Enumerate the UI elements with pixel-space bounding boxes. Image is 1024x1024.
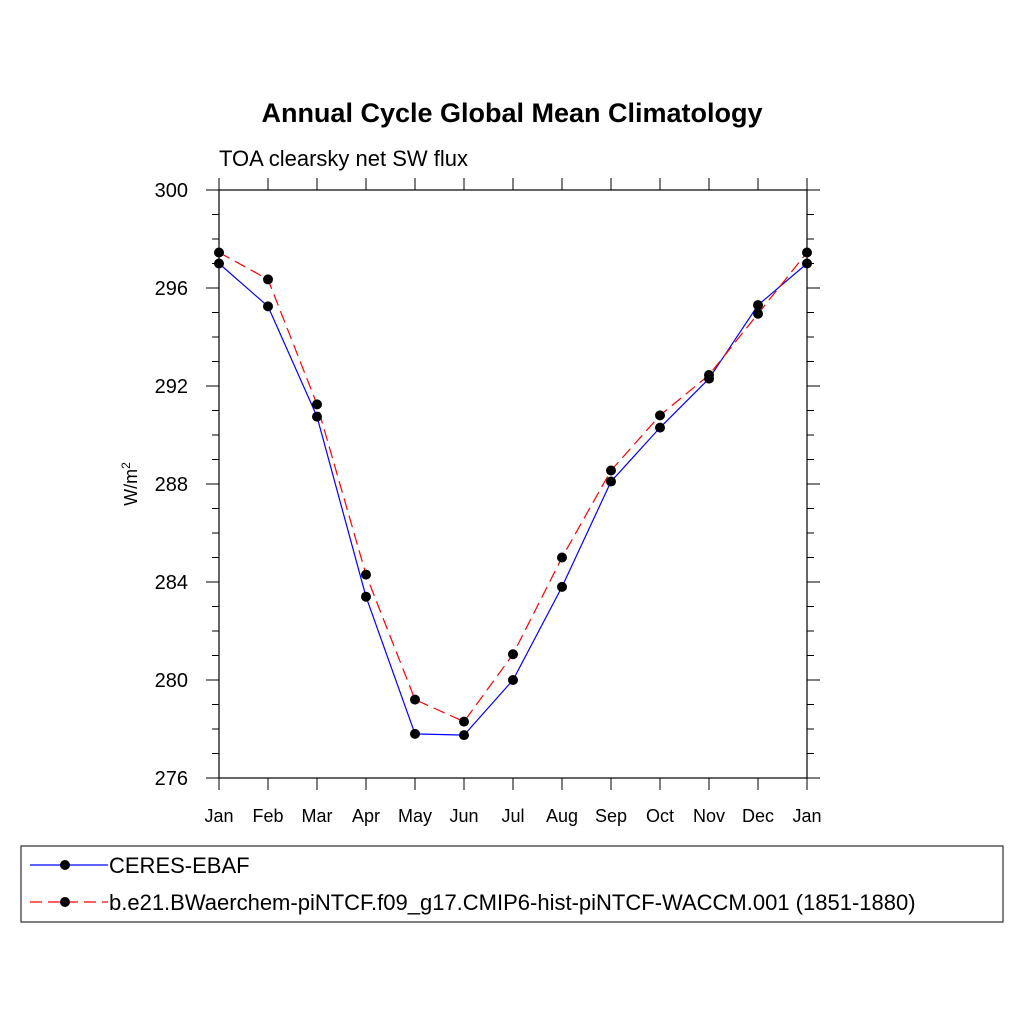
data-point-series-1	[557, 581, 567, 592]
data-point-series-1	[263, 301, 273, 312]
x-tick-label: Feb	[252, 806, 283, 826]
y-tick-label: 280	[155, 670, 188, 692]
legend: CERES-EBAF b.e21.BWaerchem-piNTCF.f09_g17…	[30, 853, 916, 915]
data-point-series-2	[410, 694, 420, 705]
data-point-series-2	[508, 649, 518, 660]
legend-box	[20, 845, 1004, 923]
series-points	[214, 247, 812, 741]
y-tick-label: 288	[155, 474, 188, 496]
data-point-series-1	[410, 728, 420, 739]
data-point-series-1	[606, 476, 616, 487]
x-tick-label: Aug	[546, 806, 578, 826]
legend-label-series-2: b.e21.BWaerchem-piNTCF.f09_g17.CMIP6-his…	[109, 890, 916, 915]
x-tick-label: Jan	[792, 806, 821, 826]
y-tick-label: 296	[155, 278, 188, 300]
data-point-series-2	[312, 399, 322, 410]
chart-title: Annual Cycle Global Mean Climatology	[261, 98, 762, 128]
x-tick-label: Mar	[302, 806, 333, 826]
data-point-series-1	[214, 258, 224, 269]
data-point-series-2	[263, 274, 273, 285]
data-point-series-2	[459, 716, 469, 727]
y-tick-label: 276	[155, 768, 188, 790]
x-tick-label: Nov	[693, 806, 725, 826]
y-tick-label: 300	[155, 180, 188, 202]
y-axis-label-exponent: 2	[119, 462, 133, 469]
x-tick-label: Dec	[742, 806, 774, 826]
data-point-series-2	[606, 465, 616, 476]
data-point-series-2	[214, 247, 224, 258]
legend-label-series-1: CERES-EBAF	[109, 853, 250, 878]
series-lines	[218, 251, 808, 736]
x-tick-label: May	[398, 806, 432, 826]
data-point-series-2	[753, 308, 763, 319]
y-tick-labels: 276 280 284 288 292 296 300	[155, 180, 188, 790]
data-point-series-1	[459, 730, 469, 741]
y-axis-label: W/m2	[119, 462, 141, 506]
axis-ticks	[206, 178, 820, 790]
plot-frame	[218, 189, 808, 779]
y-axis-label-unit: W/m	[121, 469, 141, 506]
data-point-series-2	[361, 569, 371, 580]
data-point-series-1	[508, 675, 518, 685]
legend-marker-series-1	[60, 860, 70, 870]
data-point-series-1	[361, 591, 371, 602]
data-point-series-1	[802, 258, 812, 269]
data-point-series-1	[655, 422, 665, 433]
x-tick-label: Oct	[646, 806, 674, 826]
y-tick-label: 292	[155, 376, 188, 398]
legend-marker-series-2	[60, 897, 70, 907]
data-point-series-1	[753, 300, 763, 311]
x-tick-label: Sep	[595, 806, 627, 826]
data-point-series-2	[802, 247, 812, 258]
data-point-series-2	[655, 410, 665, 421]
x-tick-label: Jun	[449, 806, 478, 826]
data-point-series-1	[312, 411, 322, 422]
data-point-series-2	[704, 369, 714, 380]
x-tick-label: Apr	[352, 806, 380, 826]
data-point-series-2	[557, 552, 567, 563]
chart-subtitle: TOA clearsky net SW flux	[219, 146, 468, 171]
x-tick-label: Jan	[204, 806, 233, 826]
series-line-1	[218, 263, 808, 736]
x-tick-label: Jul	[501, 806, 524, 826]
y-tick-label: 284	[155, 572, 188, 594]
x-tick-labels: Jan Feb Mar Apr May Jun Jul Aug Sep Oct Nov Dec Jan	[204, 806, 821, 826]
